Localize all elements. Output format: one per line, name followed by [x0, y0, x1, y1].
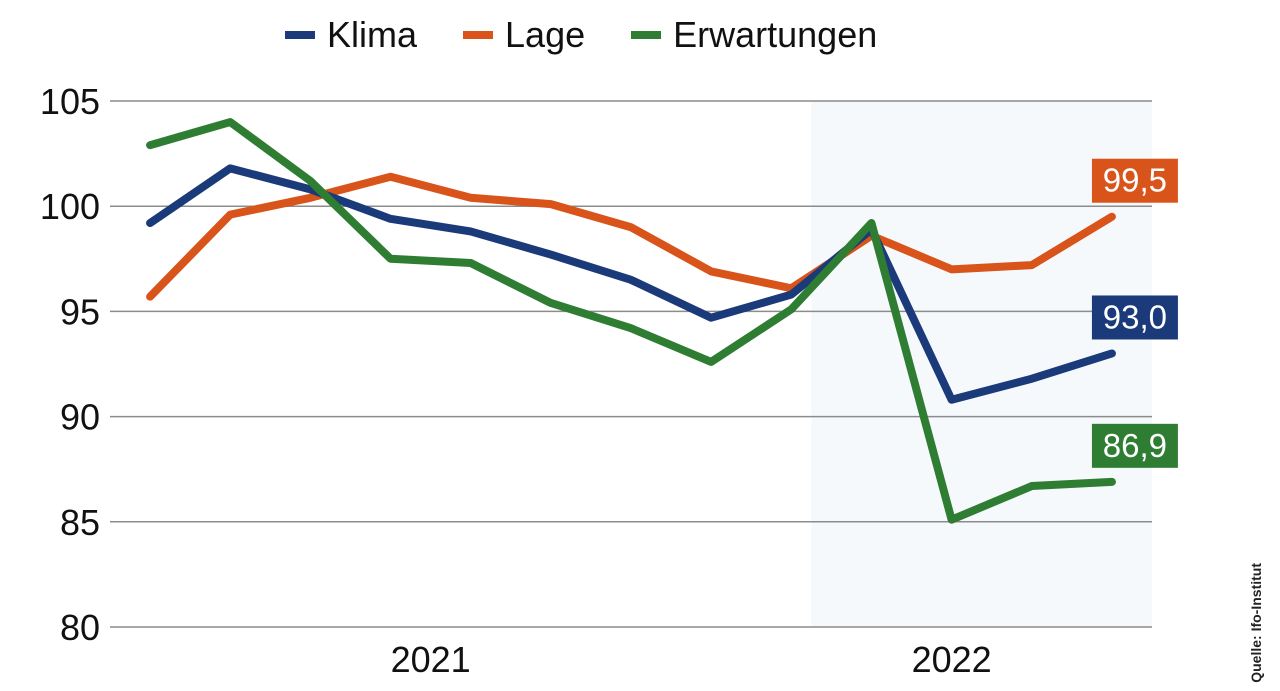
legend-item-erwartungen: Erwartungen — [631, 14, 877, 56]
legend-item-lage: Lage — [463, 14, 585, 56]
end-label-box-erwartungen — [1091, 423, 1178, 468]
series-line-klima — [146, 164, 1116, 404]
source-note: Quelle: Ifo-Institut — [1248, 563, 1264, 683]
y-tick-label: 85 — [60, 502, 100, 543]
end-label-lage: 99,5 — [1103, 162, 1167, 199]
y-tick-label: 100 — [40, 186, 100, 227]
end-label-box-lage — [1091, 158, 1178, 203]
legend-swatch-lage — [463, 31, 494, 39]
x-tick-label: 2022 — [912, 639, 992, 680]
y-tick-label: 105 — [40, 81, 100, 122]
legend-label-erwartungen: Erwartungen — [673, 14, 878, 55]
end-label-klima: 93,0 — [1103, 298, 1167, 335]
legend-item-klima: Klima — [285, 14, 417, 56]
end-label-erwartungen: 86,9 — [1103, 427, 1167, 464]
y-tick-label: 95 — [60, 291, 100, 332]
legend-swatch-klima — [285, 31, 315, 39]
legend-label-klima: Klima — [327, 14, 418, 55]
y-tick-label: 90 — [60, 397, 100, 438]
legend-label-lage: Lage — [505, 14, 586, 55]
end-label-box-klima — [1091, 295, 1178, 340]
x-tick-label: 2021 — [391, 639, 471, 680]
legend: Klima Lage Erwartungen — [285, 14, 877, 56]
series-line-lage — [146, 172, 1116, 301]
y-tick-label: 80 — [60, 607, 100, 648]
legend-swatch-erwartungen — [631, 31, 662, 39]
series-line-erwartungen — [146, 118, 1116, 524]
